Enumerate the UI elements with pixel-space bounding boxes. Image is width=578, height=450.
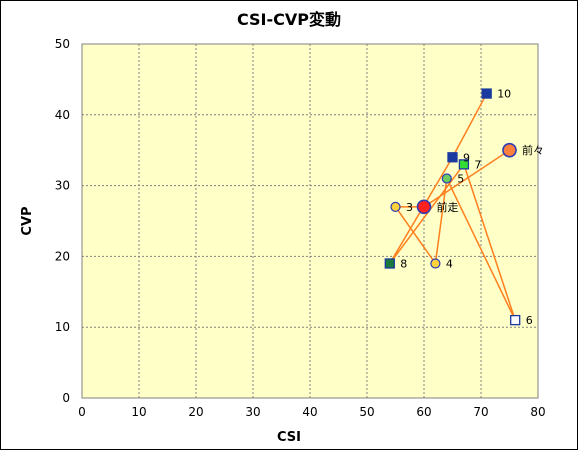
x-tick-label: 70 — [473, 405, 488, 419]
data-point — [447, 152, 458, 163]
connecting-line — [463, 164, 516, 321]
chart-title: CSI-CVP変動 — [237, 10, 341, 29]
connecting-line — [394, 206, 437, 264]
point-label: 10 — [497, 88, 511, 101]
data-point — [441, 173, 452, 184]
x-tick-label: 30 — [245, 405, 260, 419]
x-tick-label: 10 — [131, 405, 146, 419]
data-point — [481, 88, 492, 99]
data-point — [510, 314, 521, 326]
data-points — [384, 88, 521, 326]
connecting-line — [389, 163, 465, 264]
point-label: 7 — [474, 158, 481, 171]
connecting-line — [446, 178, 516, 321]
y-tick-label: 20 — [55, 249, 70, 263]
y-tick-label: 30 — [55, 179, 70, 193]
x-tick-label: 50 — [359, 405, 374, 419]
point-label: 前々 — [522, 143, 544, 157]
point-label: 5 — [457, 173, 464, 186]
data-point — [390, 201, 401, 212]
point-label: 3 — [406, 201, 413, 214]
y-tick-label: 50 — [55, 37, 70, 51]
data-point — [416, 199, 432, 215]
x-tick-label: 60 — [416, 405, 431, 419]
y-axis-label: CVP — [20, 206, 35, 235]
point-label: 8 — [400, 257, 407, 270]
x-axis-label: CSI — [277, 430, 301, 445]
point-label: 9 — [463, 151, 470, 164]
connecting-line — [434, 178, 448, 264]
point-label: 前走 — [437, 200, 459, 214]
x-tick-label: 0 — [78, 405, 86, 419]
tick-labels: 0 10 20 30 40 50 60 70 80 0 10 20 30 40 50 — [55, 37, 546, 419]
data-point — [458, 159, 470, 170]
connecting-line — [423, 149, 510, 208]
x-tick-label: 80 — [530, 405, 545, 419]
x-tick-label: 40 — [302, 405, 317, 419]
data-point — [502, 142, 517, 158]
point-label: 4 — [446, 257, 453, 270]
plot-border — [81, 43, 539, 399]
grid-lines — [82, 44, 538, 398]
connecting-line — [451, 93, 488, 158]
y-tick-label: 0 — [62, 391, 70, 405]
x-tick-label: 20 — [188, 405, 203, 419]
y-tick-label: 10 — [55, 320, 70, 334]
y-tick-label: 40 — [55, 108, 70, 122]
data-point — [384, 258, 395, 269]
data-point — [430, 258, 441, 269]
point-label: 6 — [526, 314, 533, 327]
